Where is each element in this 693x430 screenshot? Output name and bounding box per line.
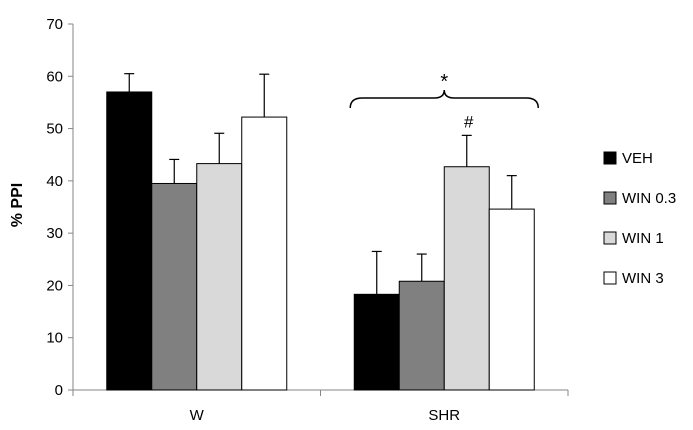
bar-shr-win-03	[398, 280, 445, 391]
bar-w-veh	[106, 91, 153, 391]
shr-group-bracket	[349, 89, 539, 109]
significance-hash: #	[464, 112, 474, 131]
x-tick-label: W	[190, 407, 205, 424]
y-tick-label: 50	[46, 121, 63, 138]
bar-shr-veh	[353, 293, 400, 391]
y-tick-label: 60	[46, 68, 63, 85]
bars	[106, 91, 535, 391]
error-bars	[124, 73, 517, 295]
y-tick-label: 0	[55, 382, 63, 399]
y-tick-label: 40	[46, 173, 63, 190]
bar-shr-win-1	[443, 166, 490, 391]
x-tick-label: SHR	[428, 407, 460, 424]
y-tick-label: 20	[46, 277, 63, 294]
legend-label: WIN 1	[622, 230, 664, 247]
legend-swatch-win-1	[603, 231, 617, 245]
y-tick-label: 30	[46, 225, 63, 242]
legend-swatch-win-03	[603, 191, 617, 205]
bar-w-win-1	[196, 163, 243, 391]
y-axis-label: % PPI	[9, 183, 26, 227]
legend-label: VEH	[622, 150, 653, 167]
legend-label: WIN 3	[622, 270, 664, 287]
bar-shr-win-3	[488, 208, 535, 391]
bar-w-win-03	[151, 182, 198, 391]
legend-swatch-veh	[603, 151, 617, 165]
legend: VEH WIN 0.3 WIN 1 WIN 3	[603, 150, 676, 287]
annotations: * #	[349, 71, 539, 131]
y-tick-label: 70	[46, 16, 63, 33]
legend-swatch-win-3	[603, 271, 617, 285]
legend-label: WIN 0.3	[622, 190, 676, 207]
x-tick-labels: W SHR	[190, 407, 461, 424]
y-tick-label: 10	[46, 330, 63, 347]
y-tick-labels: 0 10 20 30 40 50 60 70	[46, 16, 63, 399]
bar-w-win-3	[241, 116, 288, 391]
significance-star: *	[440, 71, 448, 93]
